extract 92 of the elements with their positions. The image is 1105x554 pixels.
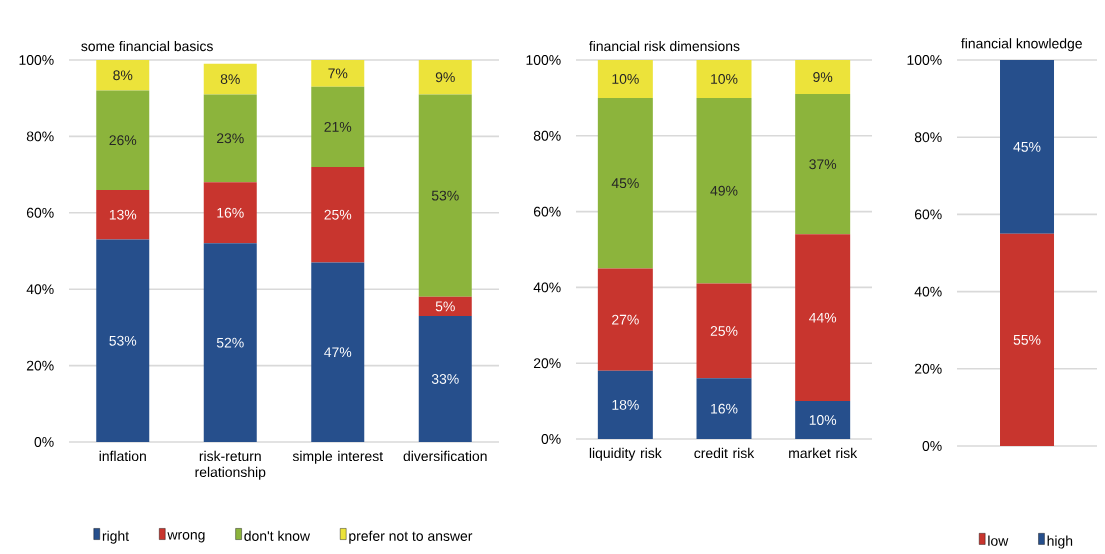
bar: [418, 60, 472, 95]
y-tick-label: 0%: [922, 441, 942, 451]
bar: [418, 94, 472, 297]
data-label: 16%: [217, 207, 244, 218]
bar: [96, 189, 150, 240]
bar: [696, 378, 752, 439]
data-label: 37%: [809, 159, 837, 170]
data-label: 45%: [611, 178, 639, 189]
y-tick-label: 40%: [26, 284, 54, 295]
bar: [597, 268, 653, 371]
y-tick-label: 80%: [533, 130, 561, 141]
data-label: 55%: [1013, 334, 1041, 345]
bar: [795, 94, 851, 235]
y-tick-label: 40%: [533, 282, 561, 293]
y-tick-label: 100%: [19, 55, 54, 65]
data-label: 10%: [809, 415, 837, 425]
data-label: 47%: [324, 347, 352, 358]
bar: [696, 60, 752, 98]
y-tick-label: 80%: [26, 131, 54, 142]
x-tick-label: inflation: [99, 450, 146, 462]
y-tick-label: 60%: [914, 209, 942, 220]
data-label: 7%: [328, 68, 348, 79]
bar: [418, 296, 472, 316]
data-label: 9%: [435, 72, 455, 83]
chart-title: financial risk dimensions: [589, 40, 740, 52]
y-tick-label: 40%: [914, 286, 942, 297]
data-label: 26%: [109, 135, 137, 146]
bar: [795, 234, 851, 402]
data-label: 53%: [431, 190, 459, 201]
x-tick-label: risk-return relationship: [195, 450, 266, 480]
bar: [96, 60, 150, 91]
y-tick-label: 60%: [26, 207, 54, 218]
y-tick-label: 80%: [914, 132, 942, 143]
data-label: 27%: [612, 314, 639, 325]
legend-label: prefer not to answer: [349, 530, 473, 544]
bar: [597, 370, 653, 439]
y-tick-label: 20%: [914, 363, 942, 374]
y-tick-label: 100%: [907, 55, 942, 65]
bar: [203, 182, 257, 244]
legend-label: low: [988, 535, 1009, 546]
bar: [311, 60, 365, 87]
legend-label: wrong: [167, 531, 205, 543]
bar: [696, 283, 752, 379]
data-label: 9%: [813, 72, 833, 82]
legend-label: don't know: [244, 530, 311, 541]
x-tick-label: diversification: [403, 450, 487, 462]
data-label: 8%: [113, 70, 133, 81]
data-label: 49%: [710, 185, 738, 196]
data-label: 10%: [612, 74, 639, 84]
data-label: 33%: [431, 374, 459, 384]
y-tick-label: 100%: [526, 55, 561, 65]
data-label: 13%: [109, 209, 137, 220]
data-label: 21%: [324, 121, 352, 132]
bar: [795, 401, 851, 439]
bar: [203, 243, 257, 442]
data-label: 18%: [612, 399, 639, 410]
data-label: 8%: [220, 74, 240, 85]
y-tick-label: 0%: [34, 437, 54, 447]
legend-label: high: [1047, 535, 1073, 549]
chart-title: some financial basics: [81, 40, 213, 52]
data-label: 16%: [711, 403, 738, 414]
x-tick-label: liquidity risk: [589, 447, 662, 461]
bar: [418, 315, 472, 442]
data-label: 52%: [216, 337, 244, 348]
data-label: 25%: [710, 326, 738, 336]
bar: [203, 63, 257, 95]
chart-title: financial knowledge: [961, 38, 1082, 52]
bar: [203, 94, 257, 183]
data-label: 10%: [711, 74, 738, 84]
legend-label: right: [102, 530, 129, 544]
x-tick-label: market risk: [789, 447, 858, 459]
data-label: 5%: [435, 301, 455, 312]
data-label: 53%: [109, 335, 137, 346]
bar: [311, 262, 365, 442]
data-label: 44%: [809, 312, 837, 323]
x-tick-label: simple interest: [292, 450, 383, 464]
bar: [311, 86, 365, 167]
bar: [597, 97, 653, 269]
bar: [597, 60, 653, 98]
x-tick-label: credit risk: [694, 447, 755, 459]
bar: [311, 166, 365, 263]
bar: [795, 60, 851, 95]
data-label: 45%: [1013, 141, 1041, 152]
bar: [96, 90, 150, 190]
bar: [96, 239, 150, 442]
bar: [696, 97, 752, 284]
y-tick-label: 60%: [533, 206, 561, 217]
data-label: 23%: [217, 133, 244, 144]
data-label: 25%: [324, 209, 352, 220]
y-tick-label: 20%: [26, 360, 54, 371]
y-tick-label: 20%: [533, 358, 561, 369]
y-tick-label: 0%: [541, 434, 561, 444]
